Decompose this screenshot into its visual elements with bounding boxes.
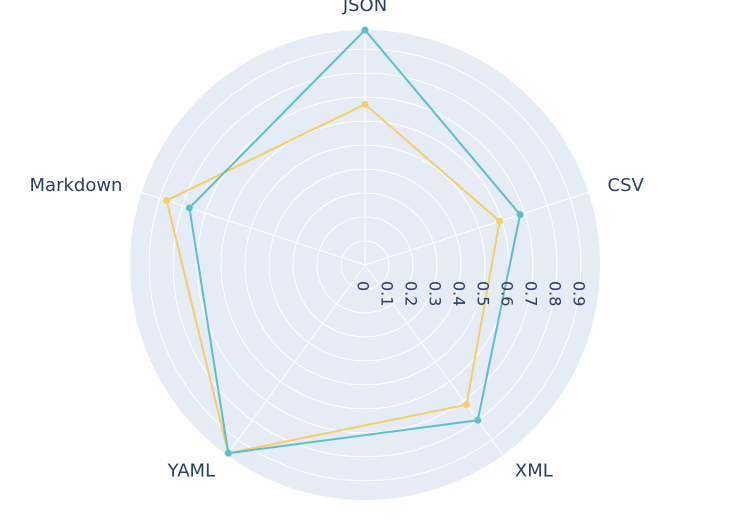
radial-tick-label: 0.7 <box>521 281 540 306</box>
series-1-point <box>185 204 193 212</box>
series-1-point <box>516 211 524 219</box>
radial-tick-label: 0 <box>354 281 373 291</box>
radial-tick-label: 0.3 <box>425 281 444 306</box>
series-layer <box>163 26 524 457</box>
radial-tick-label: 0.5 <box>473 281 492 306</box>
category-label: XML <box>515 460 553 481</box>
radial-tick-label: 0.6 <box>497 281 516 306</box>
series-1-point <box>474 416 482 424</box>
axis-label-layer: JSON CSV XML YAML Markdown <box>30 0 645 481</box>
category-label: CSV <box>608 175 645 196</box>
radial-tick-label: 0.9 <box>569 281 588 306</box>
category-label: JSON <box>342 0 387 16</box>
spoke-line <box>226 264 366 456</box>
radial-tick-label: 0.8 <box>545 281 564 306</box>
series-2-point <box>496 217 504 225</box>
spoke-layer <box>141 30 589 456</box>
spoke-line <box>364 191 589 266</box>
series-2-point <box>462 401 470 409</box>
spoke-line <box>364 264 504 456</box>
radial-tick-layer: 0 0.1 0.2 0.3 0.4 0.5 0.6 0.7 0.8 0.9 <box>354 281 589 306</box>
radial-tick-label: 0.4 <box>449 281 468 306</box>
radial-tick-label: 0.1 <box>377 281 396 306</box>
category-label: Markdown <box>30 175 123 196</box>
series-1-point <box>224 449 232 457</box>
series-1-point <box>361 26 369 34</box>
spoke-line <box>141 191 366 266</box>
radial-tick-label: 0.2 <box>401 281 420 306</box>
category-label: YAML <box>167 460 215 481</box>
series-1-line <box>188 29 522 455</box>
series-2-point <box>361 100 369 108</box>
series-2-line <box>165 103 501 455</box>
series-2-point <box>163 197 171 205</box>
